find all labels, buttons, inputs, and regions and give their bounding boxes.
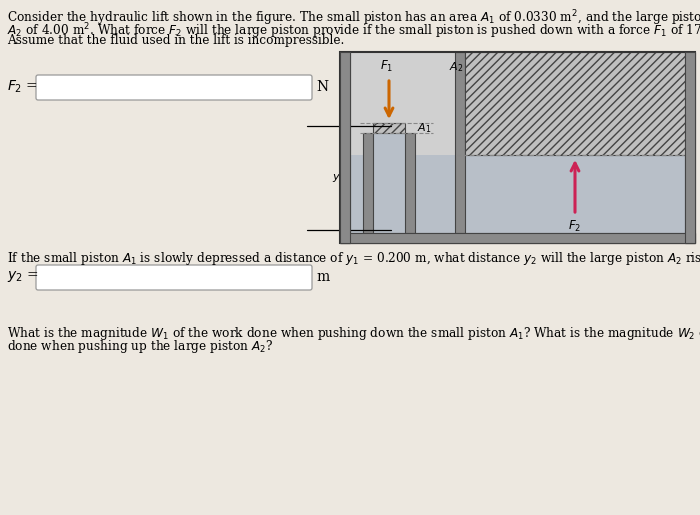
Bar: [405, 133, 415, 233]
Text: $A_2$: $A_2$: [449, 61, 463, 74]
Bar: [465, 155, 685, 233]
Text: $y_1$: $y_1$: [332, 172, 345, 184]
Bar: [340, 52, 350, 243]
Bar: [340, 233, 695, 243]
FancyBboxPatch shape: [36, 265, 312, 290]
Text: What is the magnitude $W_1$ of the work done when pushing down the small piston : What is the magnitude $W_1$ of the work …: [7, 325, 700, 342]
Bar: [340, 52, 350, 243]
Text: $A_2$ of 4.00 m$^2$. What force $F_2$ will the large piston provide if the small: $A_2$ of 4.00 m$^2$. What force $F_2$ wi…: [7, 21, 700, 41]
Text: Assume that the fluid used in the lift is incompressible.: Assume that the fluid used in the lift i…: [7, 34, 344, 47]
Bar: [465, 52, 685, 155]
Bar: [455, 52, 465, 233]
Text: done when pushing up the large piston $A_2$?: done when pushing up the large piston $A…: [7, 338, 273, 355]
Bar: [373, 123, 405, 133]
Text: $A_1$: $A_1$: [417, 121, 431, 135]
Bar: [350, 155, 363, 233]
Text: m: m: [316, 270, 329, 284]
Text: $F_2$: $F_2$: [568, 219, 582, 234]
Text: If the small piston $A_1$ is slowly depressed a distance of $y_1$ = 0.200 m, wha: If the small piston $A_1$ is slowly depr…: [7, 250, 700, 267]
Bar: [415, 155, 455, 233]
Bar: [340, 52, 695, 243]
Bar: [350, 52, 685, 233]
Text: Consider the hydraulic lift shown in the figure. The small piston has an area $A: Consider the hydraulic lift shown in the…: [7, 8, 700, 28]
Bar: [340, 233, 695, 243]
Text: $F_1$: $F_1$: [380, 59, 393, 74]
Bar: [373, 133, 405, 233]
Text: N: N: [316, 80, 328, 94]
Text: $F_2$ =: $F_2$ =: [7, 79, 38, 95]
Bar: [685, 52, 695, 243]
FancyBboxPatch shape: [36, 75, 312, 100]
Text: $y_2$ =: $y_2$ =: [7, 269, 38, 284]
Bar: [363, 133, 373, 233]
Bar: [685, 52, 695, 243]
